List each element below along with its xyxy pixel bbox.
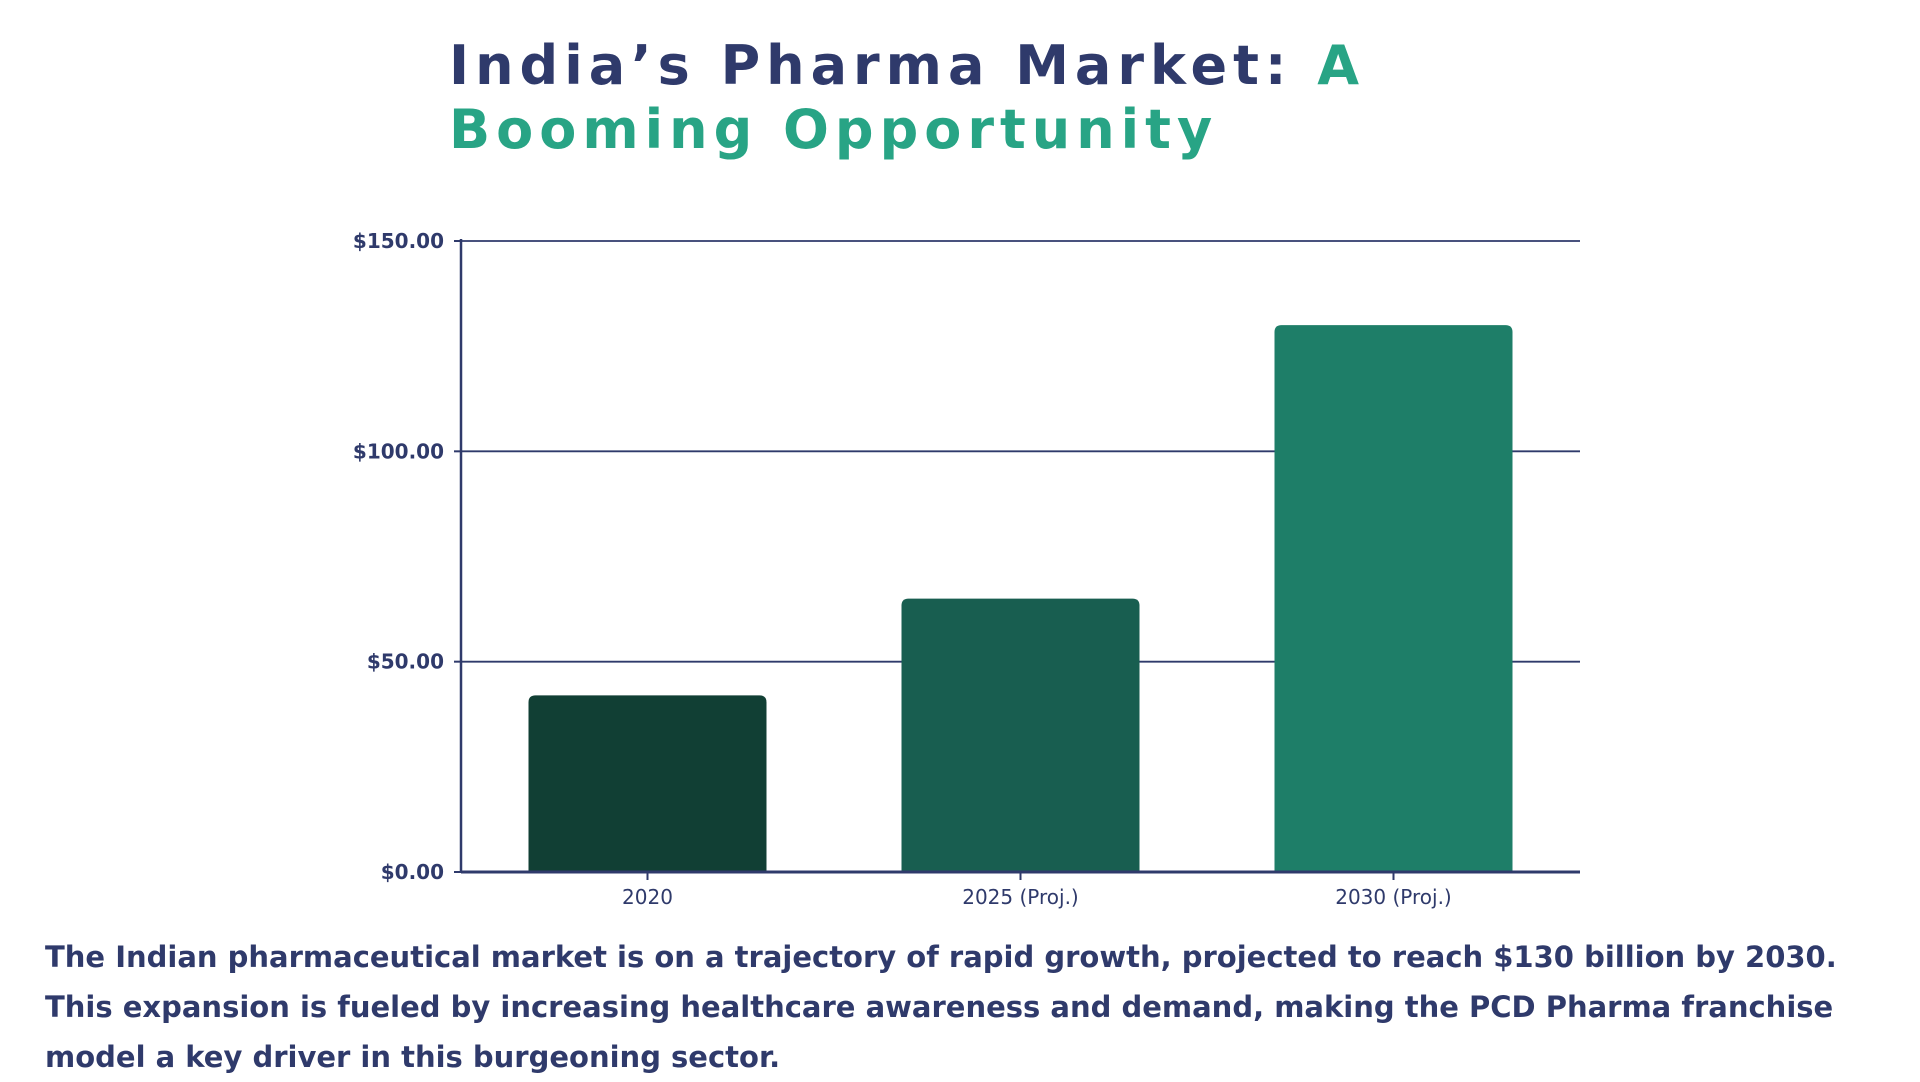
y-tick-label: $150.00 xyxy=(353,229,444,253)
y-tick-label: $100.00 xyxy=(353,439,444,463)
tick-labels: $0.00 $50.00 $100.00 $150.00 2020 2025 (Proj.… xyxy=(353,229,1452,909)
bar xyxy=(1274,325,1513,873)
y-tick-label: $50.00 xyxy=(367,650,444,674)
x-tick-label: 2020 xyxy=(622,885,673,909)
bar xyxy=(528,695,767,872)
x-tick-label: 2025 (Proj.) xyxy=(962,885,1079,909)
chart-title-main: India’s Pharma Market: xyxy=(449,34,1318,97)
x-tick-label: 2030 (Proj.) xyxy=(1335,885,1452,909)
y-tick-label: $0.00 xyxy=(381,860,444,884)
bar-chart: $0.00 $50.00 $100.00 $150.00 2020 2025 (Proj.… xyxy=(353,229,1580,909)
chart-title-accent: A Booming Opportunity xyxy=(449,34,1366,161)
chart-title: India’s Pharma Market: A Booming Opportu… xyxy=(449,34,1649,162)
axes xyxy=(454,239,1580,880)
bar xyxy=(901,598,1140,872)
bars xyxy=(528,325,1513,873)
description-text: The Indian pharmaceutical market is on a… xyxy=(45,940,1837,1074)
